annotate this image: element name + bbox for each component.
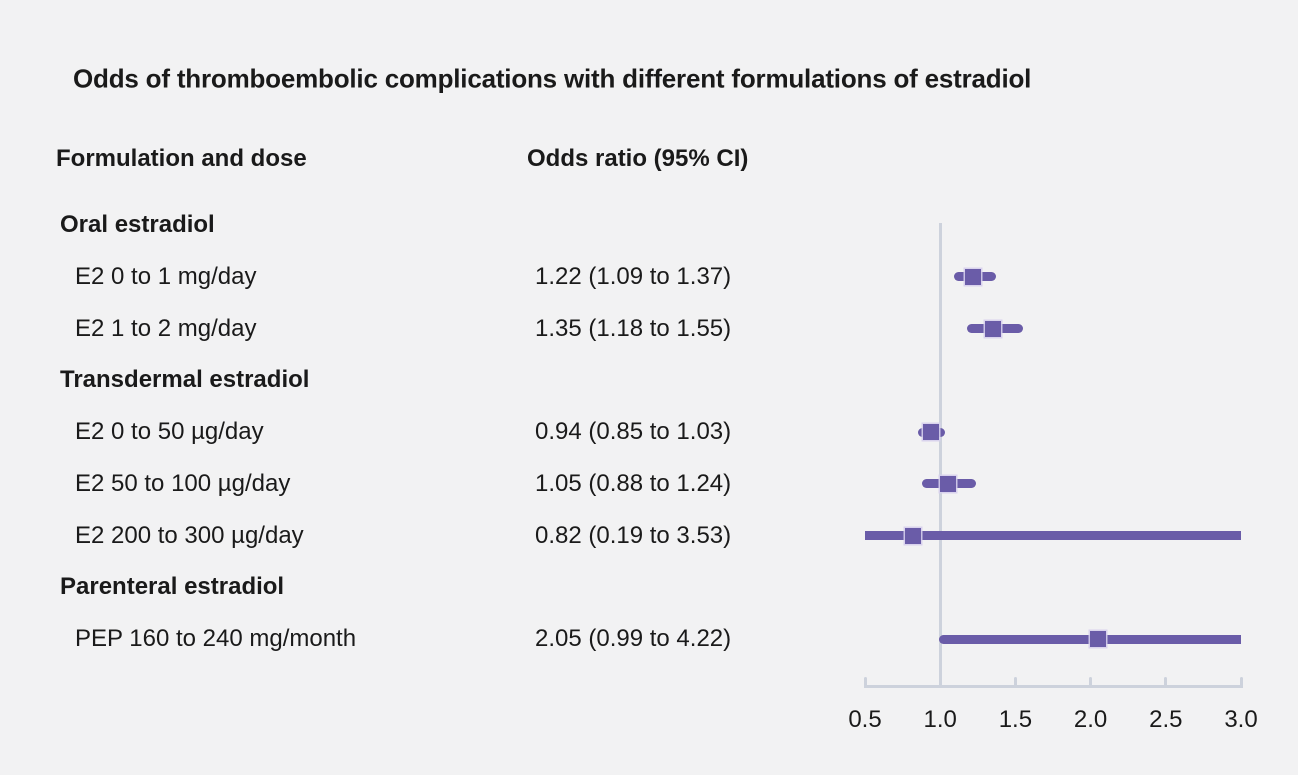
x-axis-tick — [1013, 677, 1017, 688]
or-marker — [923, 424, 940, 440]
group-label: Parenteral estradiol — [60, 573, 285, 601]
group-label: Transdermal estradiol — [60, 366, 310, 394]
x-axis-tick — [863, 677, 867, 688]
group-label: Oral estradiol — [60, 211, 215, 238]
x-axis-tick-label: 0.5 — [848, 706, 882, 733]
row-label: E2 0 to 1 mg/day — [75, 262, 257, 290]
odds-ratio-value: 1.22 (1.09 to 1.37) — [535, 262, 732, 290]
odds-ratio-value: 0.94 (0.85 to 1.03) — [535, 418, 732, 445]
x-axis-line — [863, 685, 1243, 688]
row-label: E2 50 to 100 µg/day — [75, 469, 291, 497]
or-marker — [939, 475, 956, 492]
column-header-formulation: Formulation and dose — [56, 145, 307, 172]
x-axis-tick — [1164, 677, 1168, 688]
ci-line — [865, 531, 1241, 540]
x-axis-tick-label: 2.0 — [1073, 706, 1108, 733]
row-label: E2 0 to 50 µg/day — [75, 418, 264, 445]
row-label: E2 1 to 2 mg/day — [75, 314, 257, 342]
x-axis-tick — [1089, 677, 1093, 688]
row-label: PEP 160 to 240 mg/month — [75, 625, 357, 652]
odds-ratio-value: 1.35 (1.18 to 1.55) — [535, 314, 732, 342]
x-axis-tick-label: 1.0 — [923, 706, 957, 733]
or-marker — [905, 527, 922, 544]
ci-line — [938, 634, 1241, 644]
column-header-odds-ratio: Odds ratio (95% CI) — [527, 145, 749, 172]
odds-ratio-value: 2.05 (0.99 to 4.22) — [535, 625, 732, 652]
x-axis-tick — [1239, 677, 1243, 688]
figure-title: Odds of thromboembolic complications wit… — [73, 63, 1032, 94]
reference-line — [938, 223, 942, 688]
or-marker — [1090, 631, 1107, 647]
x-axis-tick-label: 2.5 — [1149, 706, 1183, 733]
or-marker — [984, 320, 1001, 337]
row-label: E2 200 to 300 µg/day — [75, 521, 304, 549]
x-axis-tick-label: 3.0 — [1224, 706, 1258, 733]
or-marker — [965, 268, 982, 285]
x-axis-tick-label: 1.5 — [998, 706, 1033, 733]
odds-ratio-value: 1.05 (0.88 to 1.24) — [535, 469, 732, 497]
x-axis-tick — [938, 677, 942, 688]
odds-ratio-value: 0.82 (0.19 to 3.53) — [535, 521, 732, 549]
